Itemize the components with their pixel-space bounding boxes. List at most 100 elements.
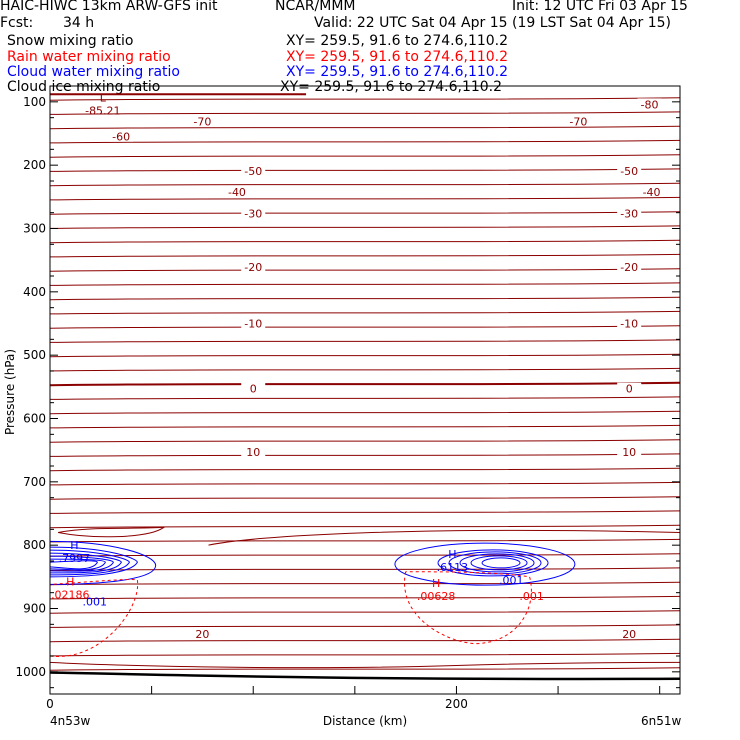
y-tick-label: 500 (23, 348, 46, 362)
field-name-snow: Snow mixing ratio (7, 33, 134, 49)
isotherm-label: -70 (193, 115, 211, 128)
label-backdrop (224, 185, 249, 197)
label-backdrop (190, 115, 215, 127)
extremum-value: .00628 (417, 590, 456, 603)
cloud-water-contour (49, 558, 106, 571)
isotherm-label: 10 (622, 446, 636, 459)
isotherm-line (49, 154, 681, 158)
isotherm-line (49, 211, 681, 215)
isotherm-label: -20 (620, 261, 638, 274)
isotherm-line (49, 196, 681, 201)
rain-water-contour (49, 578, 139, 657)
isotherm-label: 20 (195, 628, 209, 641)
isotherm-label: -80 (641, 98, 659, 111)
label-backdrop (566, 115, 591, 127)
cloud-water-contour (470, 555, 528, 571)
cloud-water-contour (49, 546, 138, 578)
x-tick-label: 200 (445, 697, 468, 711)
label-backdrop (241, 207, 266, 219)
field-xy-cloud-ice: XY= 259.5, 91.6 to 274.6,110.2 (280, 79, 503, 95)
extremum-letter: H (432, 577, 440, 590)
isotherm-line (49, 339, 681, 343)
isotherm-line (49, 567, 681, 571)
cloud-water-contour (394, 542, 576, 586)
isotherm-line (49, 268, 681, 272)
isotherm-line (49, 111, 681, 115)
y-tick-label: 600 (23, 412, 46, 426)
isotherm-line (49, 239, 681, 244)
cloud-rain-contours (49, 540, 576, 657)
isotherm-line (49, 652, 681, 657)
isotherm-label: -50 (620, 165, 638, 178)
label-backdrop (241, 164, 266, 176)
isotherm-line (49, 467, 681, 472)
y-tick-label: 700 (23, 475, 46, 489)
isotherm-line (49, 667, 681, 671)
label-backdrop (639, 185, 664, 197)
isotherm-line (49, 661, 681, 669)
isotherm-line (49, 282, 681, 286)
isotherm-line (49, 253, 681, 258)
model-title: HAIC-HIWC 13km ARW-GFS init (0, 0, 218, 14)
isotherm-line (49, 638, 681, 643)
isotherm-label: -30 (244, 207, 262, 220)
isotherm-line (49, 353, 681, 358)
isotherm-line (49, 325, 681, 329)
isotherm-line (49, 396, 681, 400)
contour-value-label: .001 (499, 574, 524, 587)
extremum-letter: H (448, 548, 456, 561)
extremum-letter: L (100, 91, 107, 104)
label-backdrop (241, 261, 266, 273)
isotherm-line (49, 381, 681, 387)
isotherm-label: -10 (620, 318, 638, 331)
label-backdrop (190, 627, 215, 639)
isotherm-line (49, 538, 681, 543)
rain-water-contour (404, 571, 532, 645)
isotherm-line (49, 296, 681, 301)
field-name-rain: Rain water mixing ratio (7, 49, 171, 65)
label-backdrop (617, 317, 642, 329)
org-label: NCAR/MMM (275, 0, 356, 14)
valid-time: Valid: 22 UTC Sat 04 Apr 15 (19 LST Sat … (314, 15, 672, 31)
x-axis-label: Distance (km) (323, 714, 407, 728)
isotherm-line (49, 510, 681, 514)
isotherm-label: -30 (620, 207, 638, 220)
frame-rect (49, 85, 681, 695)
isotherm-label: -40 (228, 186, 246, 199)
label-backdrop (241, 382, 266, 394)
isotherm-contours (49, 93, 681, 671)
isotherm-line (49, 168, 681, 172)
isotherm-line (49, 595, 681, 600)
label-backdrop (241, 446, 266, 458)
field-name-cloud-ice: Cloud ice mixing ratio (7, 79, 161, 95)
label-backdrop (617, 627, 642, 639)
isotherm-label: -10 (244, 318, 262, 331)
field-xy-rain: XY= 259.5, 91.6 to 274.6,110.2 (286, 49, 509, 65)
y-tick-label: 200 (23, 158, 46, 172)
y-tick-label: 800 (23, 538, 46, 552)
contour-value-label: .001 (519, 590, 544, 603)
isotherm-line (49, 553, 681, 557)
cloud-water-contour (437, 549, 549, 577)
field-xy-snow: XY= 259.5, 91.6 to 274.6,110.2 (286, 33, 509, 49)
label-backdrop (241, 317, 266, 329)
cloud-water-contour (459, 553, 535, 573)
y-tick-label: 100 (23, 95, 46, 109)
isotherm-line (49, 367, 681, 372)
contour-labels: -80 -70 -70 -60 -50 -50 -40 -40 -30 -30 -20 -20 -10 -… (51, 91, 664, 641)
field-name-cloud-water: Cloud water mixing ratio (7, 64, 180, 80)
isotherm-line (49, 481, 681, 486)
label-backdrop (109, 130, 134, 142)
isotherm-line (49, 496, 681, 500)
field-xy-cloud-water: XY= 259.5, 91.6 to 274.6,110.2 (286, 64, 509, 80)
isotherm-label: 10 (246, 446, 260, 459)
forecast-label: Fcst: (0, 15, 34, 31)
y-tick-label: 400 (23, 285, 46, 299)
isotherm-line (49, 424, 681, 429)
extremum-letter: H (70, 539, 78, 552)
isotherm-label: -40 (643, 186, 661, 199)
cloud-water-contour (49, 552, 122, 574)
label-backdrop (617, 261, 642, 273)
